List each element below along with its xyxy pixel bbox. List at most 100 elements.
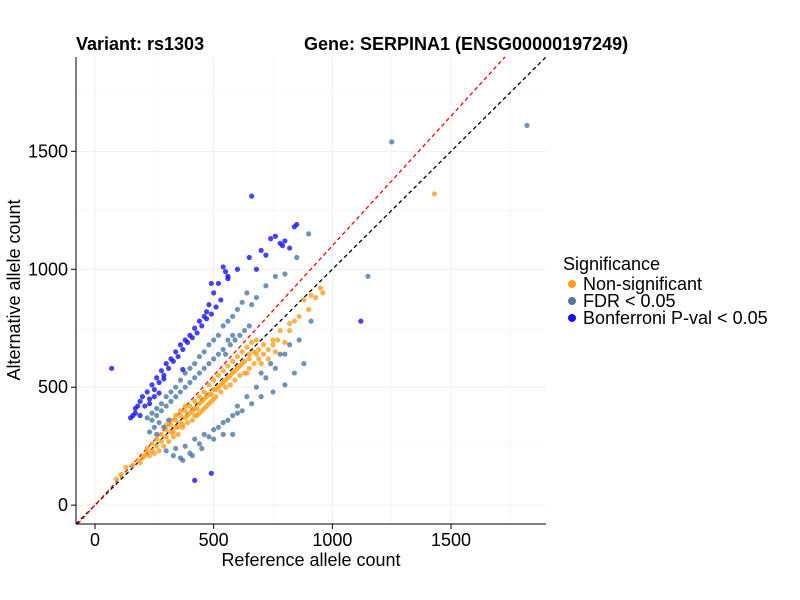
point-non-significant [168,422,174,428]
point-fdr-0-05 [206,342,212,348]
point-non-significant [194,405,200,412]
point-non-significant [230,358,236,364]
point-fdr-0-05 [268,361,274,367]
point-fdr-0-05 [206,434,212,440]
x-tick-label: 0 [90,530,100,550]
point-bonferroni-p-val-0-05 [192,477,198,483]
point-fdr-0-05 [294,254,300,261]
point-non-significant [222,384,229,390]
chart-title-gene: Gene: SERPINA1 (ENSG00000197249) [304,34,628,54]
point-fdr-0-05 [165,417,172,423]
point-non-significant [196,394,203,400]
point-non-significant [272,349,278,355]
point-fdr-0-05 [253,294,260,301]
point-bonferroni-p-val-0-05 [358,318,364,324]
point-fdr-0-05 [258,370,264,376]
point-non-significant [196,410,203,416]
x-tick-label: 1500 [431,530,471,550]
point-non-significant [187,403,193,409]
point-non-significant [170,429,176,435]
point-fdr-0-05 [168,389,174,395]
point-non-significant [253,337,260,343]
point-fdr-0-05 [163,403,169,409]
point-fdr-0-05 [230,431,236,437]
chart-title-variant: Variant: rs1303 [76,34,204,54]
point-non-significant [177,408,184,414]
point-non-significant [137,460,143,466]
point-fdr-0-05 [249,401,255,407]
point-fdr-0-05 [154,431,160,437]
point-fdr-0-05 [220,323,226,329]
point-non-significant [144,445,150,452]
point-fdr-0-05 [246,323,252,329]
point-fdr-0-05 [173,445,179,452]
point-non-significant [158,431,165,437]
point-non-significant [313,294,319,301]
point-bonferroni-p-val-0-05 [211,290,217,296]
legend-label-non-significant: Non-significant [583,274,702,294]
point-fdr-0-05 [187,365,193,371]
point-fdr-0-05 [180,457,186,463]
point-non-significant [291,318,297,324]
legend-title: Significance [563,254,660,274]
point-non-significant [301,297,307,303]
point-bonferroni-p-val-0-05 [263,252,269,258]
point-fdr-0-05 [272,365,278,371]
point-fdr-0-05 [220,346,226,353]
point-non-significant [211,396,217,402]
legend-swatch-bonferroni-p-val-0-05 [568,314,576,322]
point-non-significant [165,438,172,445]
point-bonferroni-p-val-0-05 [109,365,115,371]
point-bonferroni-p-val-0-05 [196,318,203,324]
point-non-significant [175,424,181,430]
point-bonferroni-p-val-0-05 [249,193,255,199]
point-fdr-0-05 [192,375,198,381]
point-fdr-0-05 [220,419,226,426]
point-non-significant [206,382,212,388]
point-bonferroni-p-val-0-05 [175,353,181,360]
point-non-significant [182,403,188,409]
point-fdr-0-05 [182,384,188,390]
point-non-significant [287,327,293,334]
point-bonferroni-p-val-0-05 [144,389,150,395]
point-fdr-0-05 [215,424,222,430]
reference-lines [75,56,547,525]
point-bonferroni-p-val-0-05 [180,366,186,373]
point-fdr-0-05 [151,424,157,430]
point-non-significant [149,441,155,447]
point-bonferroni-p-val-0-05 [132,405,138,412]
reference-line-fit [77,56,506,525]
point-bonferroni-p-val-0-05 [246,254,252,261]
point-non-significant [154,443,160,449]
point-non-significant [317,285,324,291]
point-non-significant [296,313,302,320]
axes [75,57,546,525]
point-fdr-0-05 [211,337,217,343]
legend-label-bonferroni-p-val-0-05: Bonferroni P-val < 0.05 [583,308,768,328]
point-non-significant [118,471,124,478]
point-fdr-0-05 [220,431,226,437]
point-fdr-0-05 [154,405,160,412]
point-fdr-0-05 [272,273,278,279]
point-fdr-0-05 [192,436,198,442]
point-fdr-0-05 [244,394,250,400]
point-non-significant [239,349,245,355]
point-fdr-0-05 [234,306,241,312]
point-bonferroni-p-val-0-05 [279,243,286,249]
point-non-significant [287,320,293,327]
point-non-significant [237,372,243,379]
point-fdr-0-05 [237,332,243,338]
point-fdr-0-05 [211,436,217,442]
point-fdr-0-05 [173,384,179,390]
point-non-significant [113,476,119,482]
point-fdr-0-05 [263,375,269,381]
point-non-significant [227,372,233,379]
ticks: 0 500 1000 1500 0 500 1000 1500 [28,141,471,550]
point-bonferroni-p-val-0-05 [180,346,186,353]
point-fdr-0-05 [201,349,207,355]
point-fdr-0-05 [182,443,188,449]
point-bonferroni-p-val-0-05 [158,368,165,374]
point-non-significant [256,356,262,362]
point-fdr-0-05 [201,365,207,371]
point-fdr-0-05 [215,351,222,357]
